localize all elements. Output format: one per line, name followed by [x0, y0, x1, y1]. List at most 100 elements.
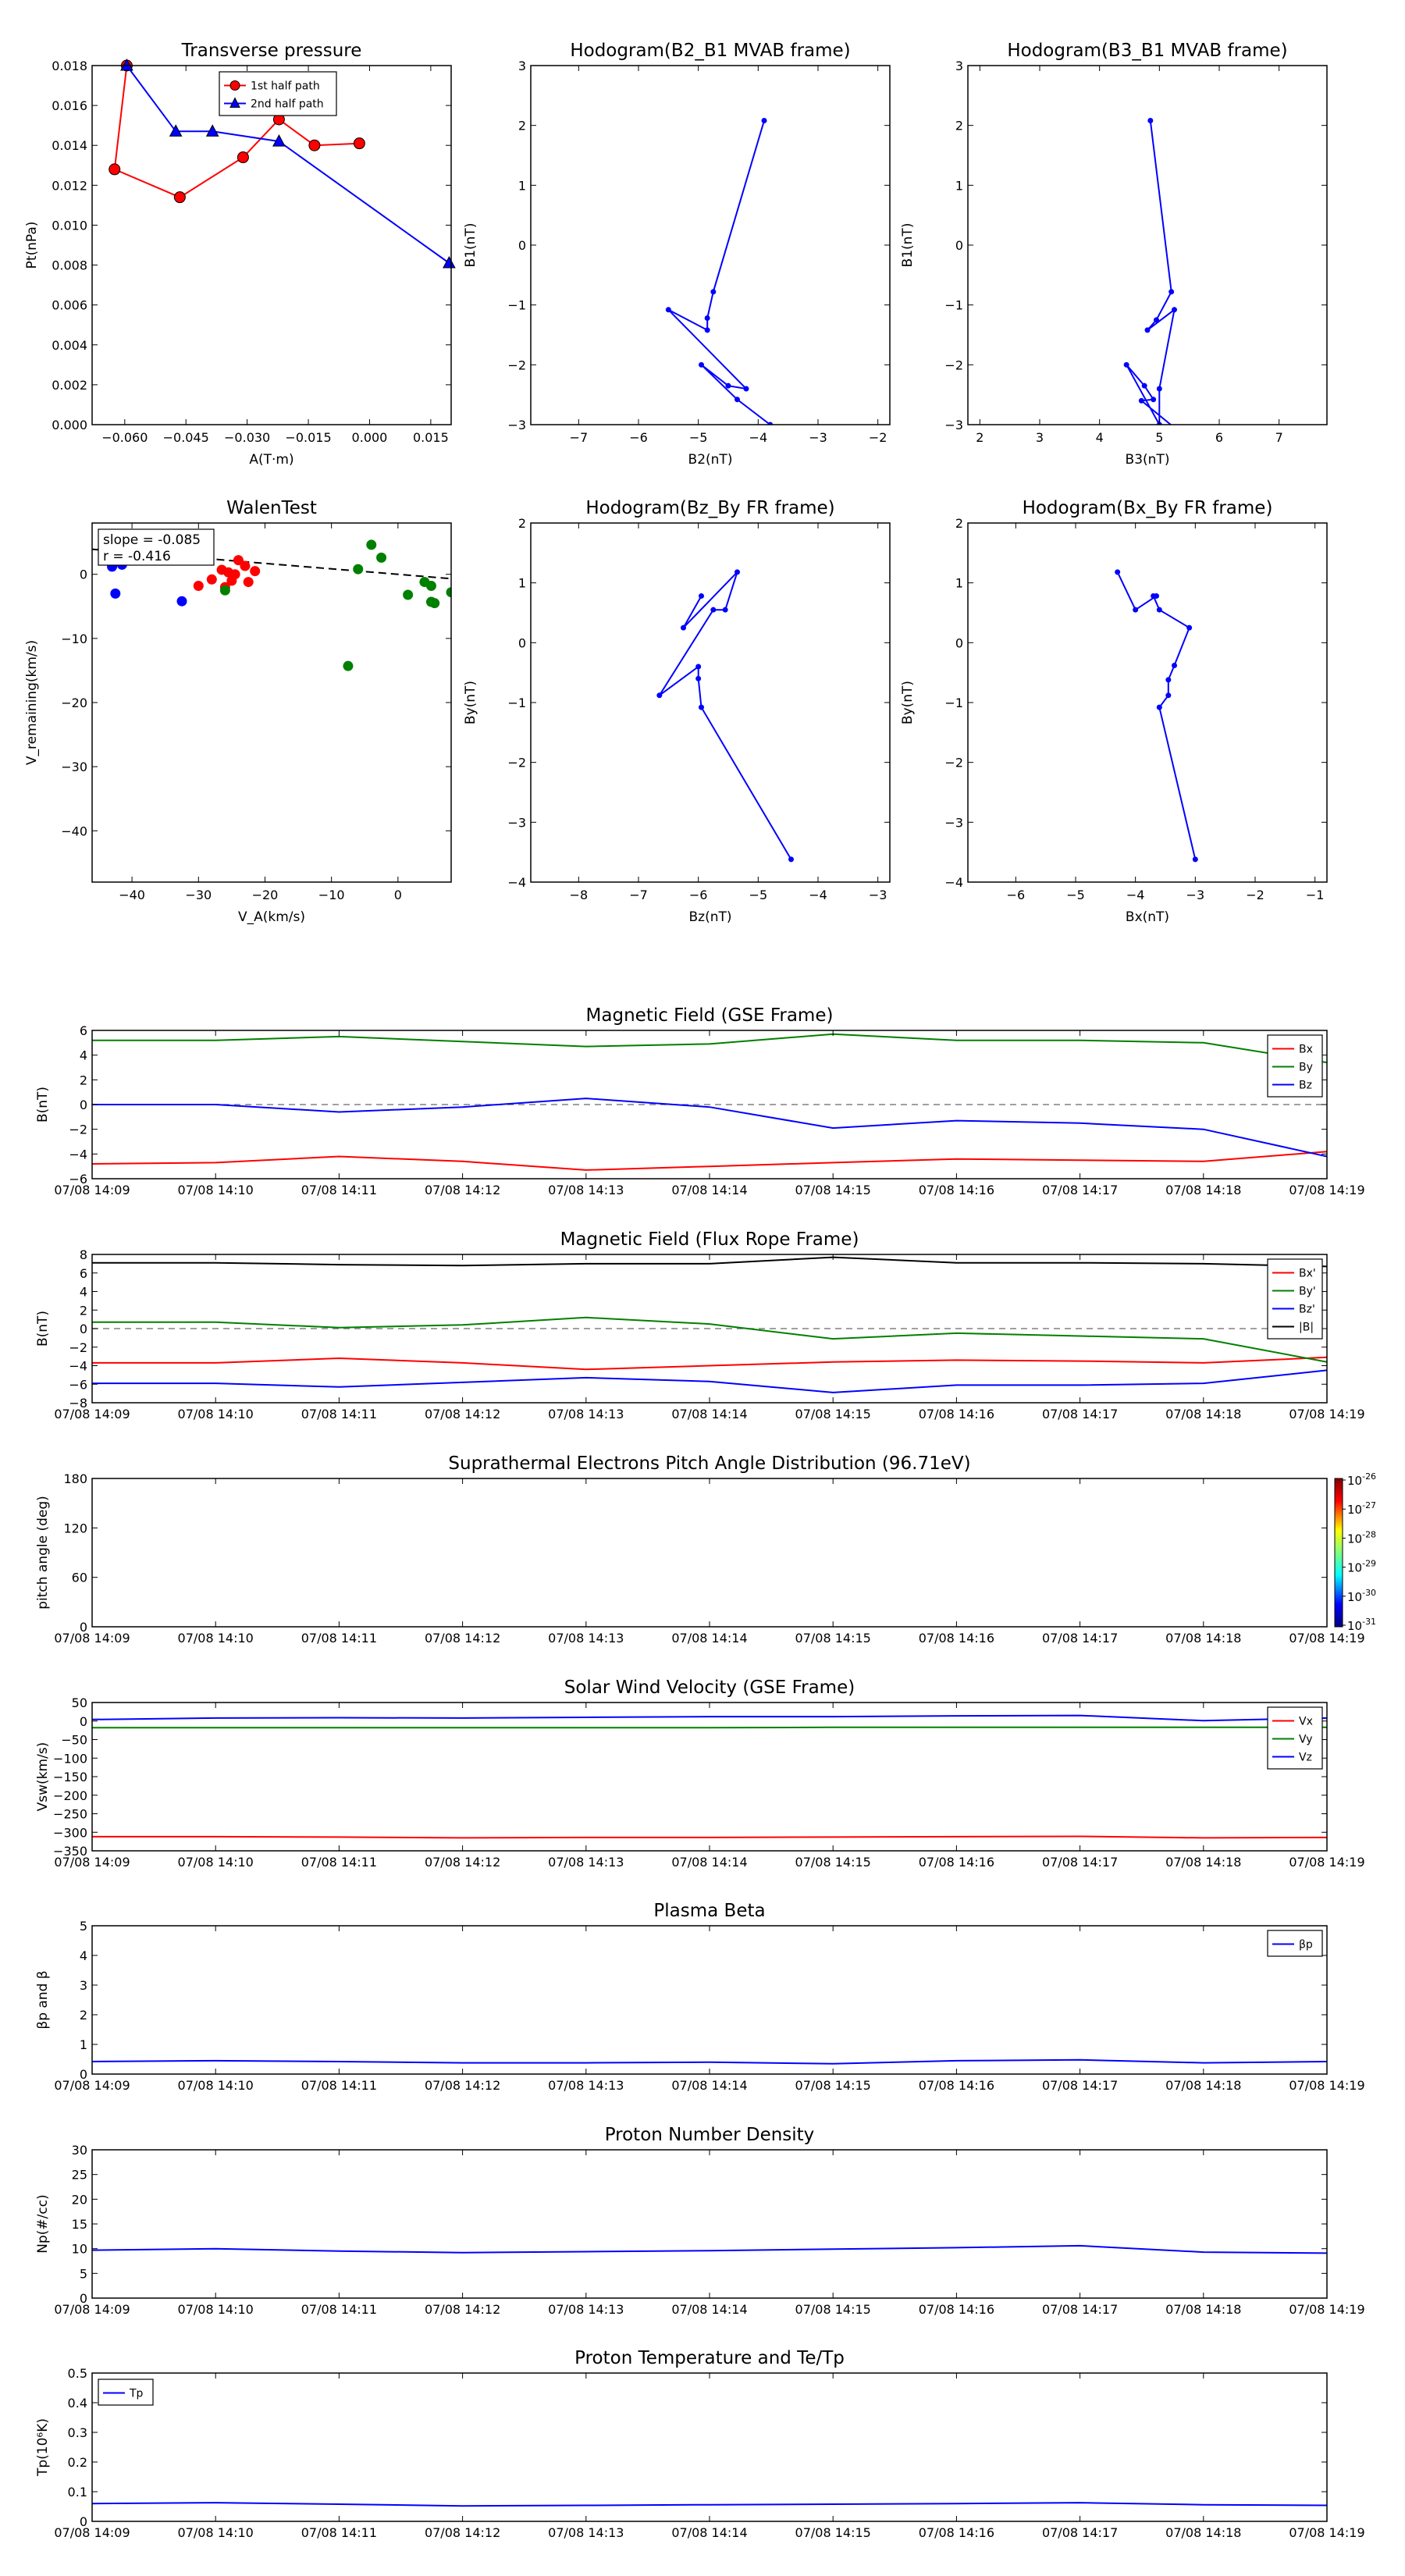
axes-frame — [91, 1925, 1328, 2075]
y-tick-label: 0.006 — [52, 298, 87, 313]
data-point — [1165, 677, 1172, 683]
data-point — [1172, 662, 1177, 668]
chart-title: Solar Wind Velocity (GSE Frame) — [564, 1678, 855, 1698]
x-tick-label: 07/08 14:12 — [425, 2078, 500, 2093]
scatter-point — [343, 660, 354, 671]
chart-title: Magnetic Field (GSE Frame) — [586, 1005, 834, 1026]
scatter-point — [403, 589, 414, 600]
scatter-point — [425, 581, 436, 591]
y-tick-label: −250 — [53, 1807, 87, 1822]
x-tick-label: 07/08 14:16 — [919, 2525, 994, 2540]
data-point — [173, 191, 186, 204]
data-point — [681, 624, 686, 631]
chart-vsw: Solar Wind Velocity (GSE Frame) −350 −300 −… — [35, 1678, 1365, 1870]
data-point — [237, 151, 249, 164]
axes-frame — [91, 2149, 1328, 2299]
y-tick-label: 3 — [518, 59, 526, 73]
y-tick-label: −30 — [61, 760, 87, 774]
scatter-point — [233, 555, 244, 566]
plot-area — [92, 1033, 1327, 1171]
x-tick-label: −7 — [570, 430, 589, 445]
y-tick-label: 1 — [80, 2037, 87, 2052]
x-tick-label: 07/08 14:10 — [178, 2302, 254, 2317]
data-point — [1156, 607, 1162, 613]
chart-title: Proton Number Density — [605, 2125, 815, 2145]
y-tick-label: 1 — [518, 178, 526, 193]
x-tick-label: −4 — [1126, 888, 1145, 902]
x-tick-label: −0.030 — [224, 430, 270, 445]
y-tick-label: −4 — [507, 875, 526, 890]
data-point — [1154, 317, 1159, 323]
scatter-point — [176, 596, 187, 607]
legend-label: By — [1299, 1062, 1313, 1074]
x-tick-label: 07/08 14:12 — [425, 1183, 500, 1197]
x-tick-label: 07/08 14:18 — [1165, 2525, 1241, 2540]
x-tick-label: −5 — [749, 888, 768, 902]
data-point — [735, 397, 740, 403]
x-tick-label: 2 — [976, 430, 984, 445]
y-axis-label: B1(nT) — [463, 223, 478, 268]
y-tick-label: 0.002 — [52, 378, 87, 393]
x-tick-label: 3 — [1036, 430, 1044, 445]
y-tick-label: 0.010 — [52, 218, 87, 233]
x-tick-label: 07/08 14:10 — [178, 2525, 254, 2540]
colorbar-tick-label: 10-26 — [1347, 1471, 1376, 1488]
x-axis-label: Bx(nT) — [1126, 909, 1169, 925]
x-tick-label: −6 — [689, 888, 708, 902]
x-tick-label: 07/08 14:09 — [54, 1631, 130, 1646]
y-tick-label: 0 — [518, 238, 526, 253]
y-tick-label: 30 — [72, 2143, 87, 2158]
x-tick-label: 07/08 14:16 — [919, 2078, 994, 2093]
legend-label: Vx — [1299, 1716, 1313, 1728]
y-tick-label: 50 — [72, 1695, 87, 1710]
legend-label: Bz — [1299, 1080, 1312, 1092]
x-tick-label: −2 — [869, 430, 887, 445]
chart-title: Magnetic Field (Flux Rope Frame) — [560, 1229, 859, 1250]
x-tick-label: 07/08 14:09 — [54, 2525, 130, 2540]
x-tick-label: 07/08 14:16 — [919, 2302, 994, 2317]
annotation-slope: slope = -0.085 — [103, 532, 201, 548]
x-tick-label: 07/08 14:18 — [1165, 1407, 1241, 1421]
y-tick-label: −2 — [507, 358, 526, 372]
y-tick-label: 0.1 — [68, 2485, 87, 2500]
data-point — [443, 255, 456, 269]
y-tick-label: 0.014 — [52, 138, 87, 153]
y-tick-label: 0 — [955, 635, 963, 650]
data-point — [1156, 704, 1162, 710]
y-tick-label: −4 — [69, 1147, 87, 1162]
y-tick-label: 0.5 — [68, 2366, 87, 2381]
x-tick-label: 07/08 14:11 — [301, 1855, 377, 1870]
x-tick-label: 07/08 14:09 — [54, 1183, 130, 1197]
y-tick-label: −3 — [507, 418, 526, 432]
legend-label: βp — [1299, 1939, 1313, 1952]
series-line-0 — [658, 571, 792, 860]
y-tick-label: −3 — [507, 815, 526, 830]
x-tick-label: −4 — [749, 430, 768, 445]
y-axis-label: pitch angle (deg) — [35, 1496, 51, 1610]
chart-title: Hodogram(B3_B1 MVAB frame) — [1007, 41, 1287, 61]
x-tick-label: −5 — [1066, 888, 1085, 902]
y-tick-label: −1 — [944, 696, 963, 710]
axes-frame — [91, 65, 452, 425]
x-tick-label: 07/08 14:18 — [1165, 1855, 1241, 1870]
x-tick-label: 07/08 14:11 — [301, 1631, 377, 1646]
legend: βp — [1267, 1930, 1323, 1957]
y-tick-label: 0.3 — [68, 2425, 87, 2440]
x-tick-label: 07/08 14:17 — [1042, 2078, 1118, 2093]
y-axis-label: βp and β — [35, 1970, 51, 2029]
series-line-By — [92, 1033, 1327, 1064]
x-tick-label: 07/08 14:19 — [1289, 2078, 1364, 2093]
y-tick-label: 4 — [80, 1285, 87, 1300]
y-tick-label: 60 — [72, 1571, 87, 1585]
y-tick-label: −300 — [53, 1825, 87, 1840]
y-axis-label: Vsw(km/s) — [35, 1742, 51, 1812]
data-point — [761, 118, 767, 124]
data-point — [725, 382, 731, 389]
y-tick-label: −6 — [69, 1377, 87, 1392]
legend-label: Vy — [1299, 1734, 1313, 1746]
y-tick-label: −2 — [507, 756, 526, 770]
y-tick-label: 180 — [63, 1471, 87, 1486]
y-tick-label: 10 — [72, 2242, 87, 2257]
chart-h2: Hodogram(B3_B1 MVAB frame) −3 −2 −1 0 1 2 3 2 3 4 5… — [900, 41, 1328, 468]
y-tick-label: −2 — [944, 358, 963, 372]
